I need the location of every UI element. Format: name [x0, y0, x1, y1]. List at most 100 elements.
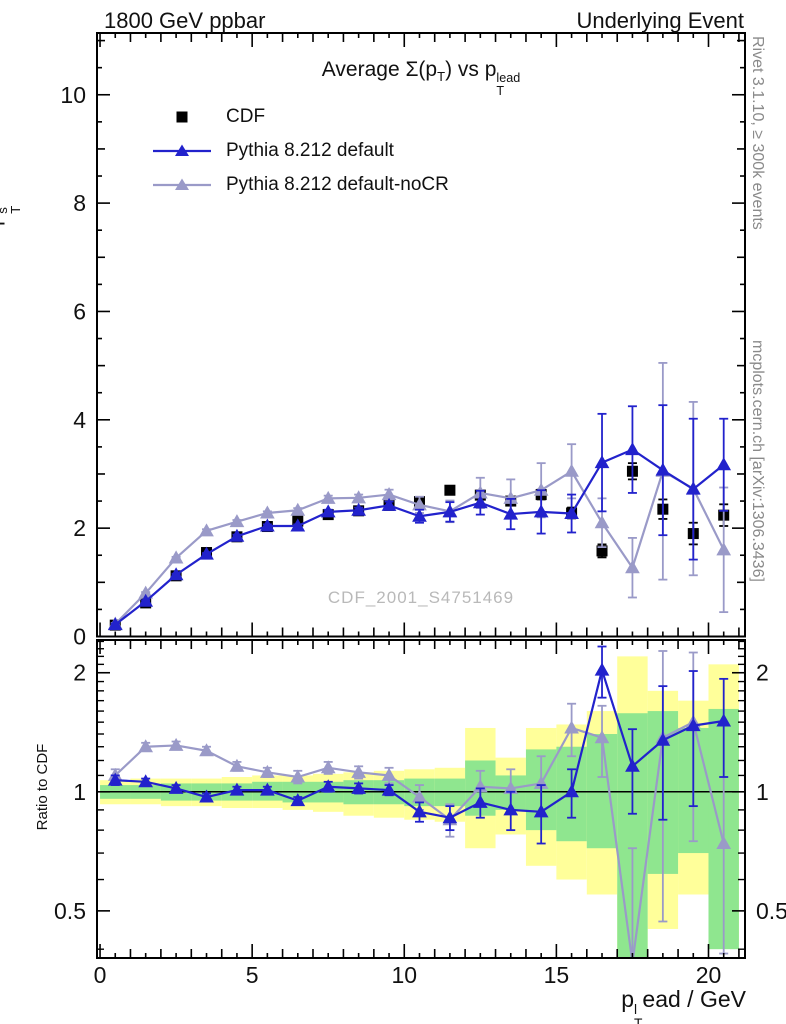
main-panel-frame: [96, 32, 746, 638]
data-point-square: [596, 545, 608, 557]
data-point-triangle: [320, 779, 336, 793]
data-point-triangle: [290, 769, 306, 783]
data-point-triangle: [412, 508, 427, 522]
data-point-triangle: [716, 713, 732, 727]
y-main-tick-label: 2: [73, 515, 86, 541]
data-point-triangle: [260, 505, 275, 519]
data-point-triangle: [260, 518, 275, 532]
data-point-triangle: [564, 506, 579, 520]
x-tick-label: 20: [696, 962, 722, 988]
data-point-triangle: [381, 497, 397, 511]
data-point-triangle: [138, 774, 154, 788]
ylab-post: um / GeV: [0, 112, 5, 206]
legend-label-default: Pythia 8.212 default: [226, 140, 394, 161]
y-main-tick-label: 4: [73, 407, 86, 433]
mcplots-arxiv-label: mcplots.cern.ch [arXiv:1306.3436]: [749, 340, 766, 582]
data-point-triangle: [138, 593, 154, 607]
x-tick-label: 0: [94, 962, 107, 988]
data-point-triangle: [472, 794, 488, 808]
y-ratio-tick-label-left: 2: [73, 660, 86, 686]
title-sup2: lead: [496, 71, 521, 86]
data-point-triangle: [625, 758, 640, 772]
title-sub2: T: [496, 83, 505, 98]
data-point-triangle: [594, 662, 610, 676]
data-point-triangle: [625, 442, 640, 456]
x-tick-label: 5: [246, 962, 259, 988]
data-point-triangle: [564, 784, 579, 798]
legend-label-cdf: CDF: [226, 106, 266, 127]
data-point-triangle: [320, 760, 336, 774]
data-point-triangle: [351, 780, 366, 794]
data-point-triangle: [472, 495, 488, 509]
analysis-watermark: CDF_2001_S4751469: [327, 588, 515, 607]
data-point-triangle: [716, 542, 732, 556]
ratio-panel-content: [97, 645, 745, 958]
data-point-triangle: [412, 804, 427, 818]
data-point-triangle: [290, 793, 306, 807]
data-point-triangle: [229, 758, 245, 772]
data-point-triangle: [564, 463, 579, 477]
data-point-triangle: [199, 789, 214, 803]
data-point-triangle: [290, 502, 306, 516]
data-point-triangle: [381, 767, 397, 781]
data-point-triangle: [199, 743, 214, 757]
y-ratio-tick-label-right: 2: [756, 660, 769, 686]
data-point-triangle: [351, 764, 366, 778]
data-point-triangle: [229, 782, 245, 796]
xlab-pre: p: [621, 986, 634, 1012]
data-point-triangle: [168, 550, 184, 564]
data-point-triangle: [655, 732, 671, 746]
data-point-triangle: [138, 739, 154, 753]
data-point-triangle: [381, 782, 397, 796]
data-point-triangle: [685, 481, 701, 495]
legend-row-default: Pythia 8.212 default: [150, 134, 449, 168]
data-point-triangle: [320, 490, 336, 504]
ratio-panel-frame: [96, 639, 746, 959]
y-ratio-tick-label-left: 1: [73, 779, 86, 805]
y-axis-label-ratio: Ratio to CDF: [34, 743, 51, 831]
header-beam: 1800 GeV ppbar: [104, 8, 266, 33]
data-point-triangle: [655, 462, 671, 476]
y-main-tick-label: 8: [73, 190, 86, 216]
data-point-triangle: [442, 504, 458, 518]
data-point-triangle: [260, 782, 275, 796]
y-ratio-tick-label-left: 0.5: [54, 898, 86, 924]
legend-label-nocr: Pythia 8.212 default-noCR: [226, 174, 449, 195]
data-point-triangle: [229, 528, 245, 542]
y-main-tick-label: 6: [73, 298, 86, 324]
data-point-triangle: [168, 780, 184, 794]
data-point-triangle: [260, 764, 275, 778]
header-topic: Underlying Event: [576, 8, 744, 33]
data-point-triangle: [351, 502, 366, 516]
title-pre: Average Σ(p: [321, 58, 438, 81]
data-point-triangle: [168, 737, 184, 751]
data-point-triangle: [503, 506, 519, 520]
legend-row-nocr: Pythia 8.212 default-noCR: [150, 168, 449, 202]
data-point-triangle: [199, 523, 214, 537]
data-point-triangle: [594, 455, 610, 469]
data-point-triangle: [533, 804, 549, 818]
nocr-triangle-line-icon: [150, 176, 214, 194]
rivet-version-label: Rivet 3.1.10, ≥ 300k events: [749, 36, 766, 230]
data-point-triangle: [685, 718, 701, 732]
data-point-triangle: [290, 518, 306, 532]
data-point-triangle: [564, 720, 579, 734]
main-panel-content: [107, 362, 732, 631]
plot-title: Average Σ(pT) vs p lead T: [97, 58, 745, 97]
data-point-triangle: [199, 546, 214, 560]
x-tick-label: 15: [544, 962, 570, 988]
data-point-triangle: [716, 836, 732, 850]
data-point-triangle: [107, 617, 123, 631]
ylab-stack: sT: [0, 206, 23, 214]
ylab-pre: p: [0, 214, 5, 226]
data-point-triangle: [381, 487, 397, 501]
data-point-triangle: [168, 567, 184, 581]
data-point-triangle: [533, 504, 549, 518]
y-main-tick-label: 10: [60, 82, 86, 108]
title-sub: T: [437, 69, 446, 85]
legend: CDF Pythia 8.212 default Pythia 8.212 de…: [150, 100, 449, 202]
data-point-triangle: [320, 504, 336, 518]
